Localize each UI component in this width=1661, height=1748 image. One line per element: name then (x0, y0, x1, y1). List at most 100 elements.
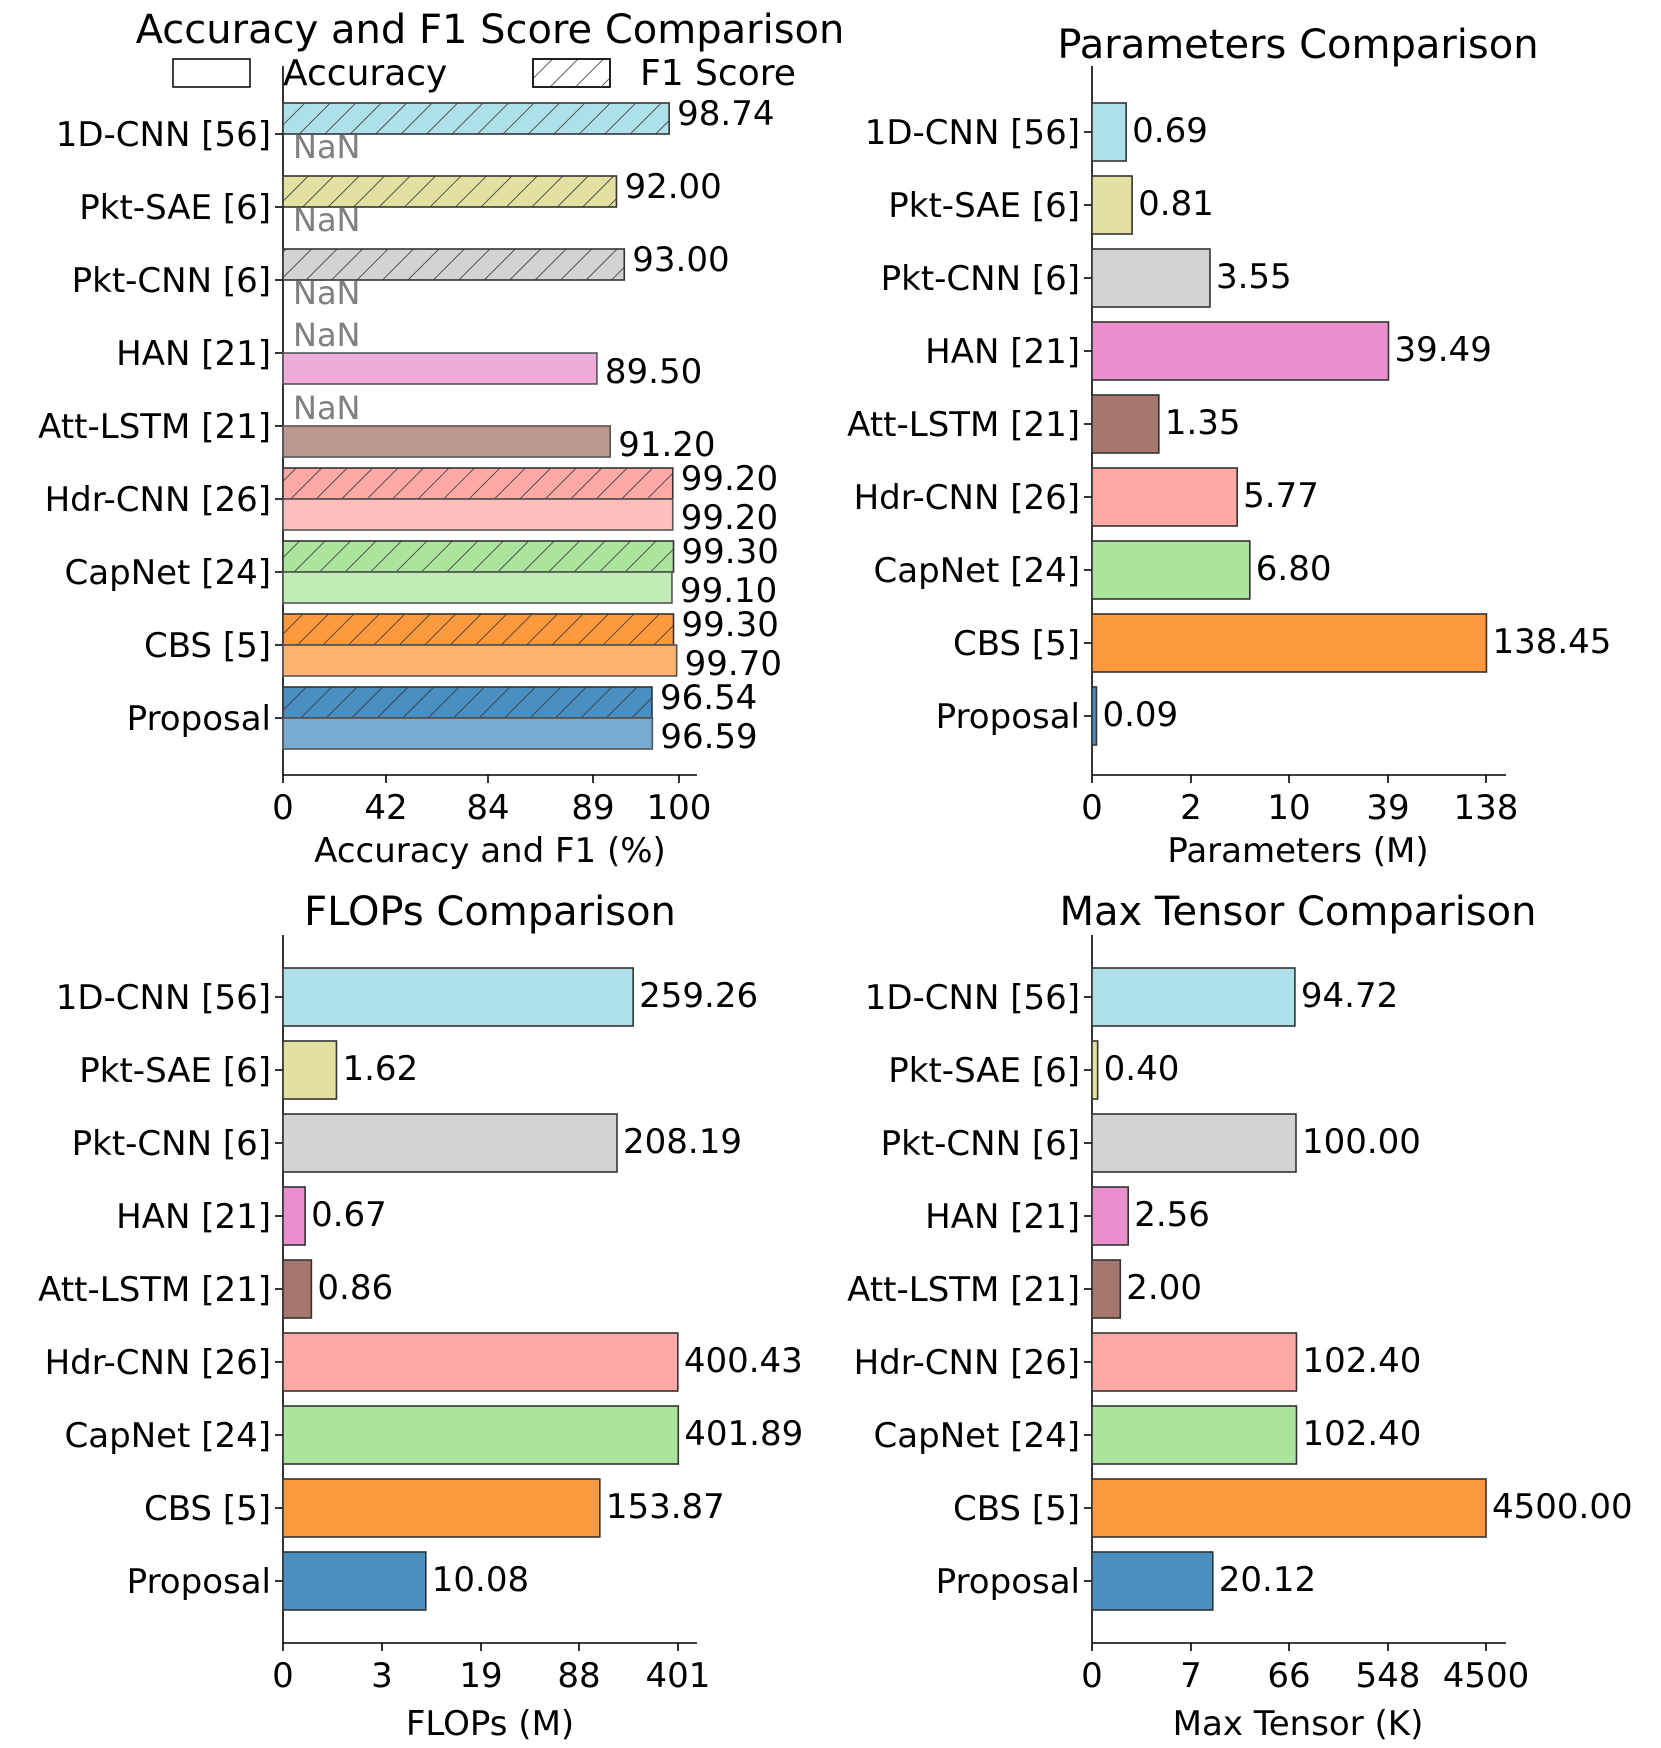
bar-value-label: 1.62 (342, 1049, 418, 1089)
bar-value-label: 400.43 (684, 1341, 803, 1381)
accuracy-bar (282, 352, 598, 385)
accuracy-bar (282, 425, 612, 458)
bar (282, 1113, 618, 1173)
plot-area: 0 42 84 89 100 1D-CNN [56] Pkt-SAE [6] Pkt-CNN … (38, 53, 796, 828)
f1-value-label: 99.30 (682, 605, 779, 645)
f1-bar-hatch (283, 103, 670, 134)
y-tick-label: Pkt-SAE [6] (79, 188, 271, 228)
f1-bar-hatch (283, 176, 617, 207)
bar (1091, 1186, 1130, 1246)
x-tick-label: 0 (1081, 788, 1103, 828)
x-tick-label: 84 (466, 788, 509, 828)
accuracy-value-label: 89.50 (605, 352, 702, 392)
x-tick-label: 89 (571, 788, 614, 828)
x-tick-label: 0 (1081, 1656, 1103, 1696)
accuracy-value-label: 96.59 (660, 717, 757, 757)
bar-value-label: 0.81 (1138, 184, 1214, 224)
bar (282, 1186, 306, 1246)
f1-value-label: 99.30 (682, 532, 779, 572)
bar (1091, 613, 1488, 673)
bar (1091, 1405, 1298, 1465)
bar-value-label: 5.77 (1243, 476, 1319, 516)
x-tick-label: 138 (1454, 788, 1519, 828)
y-tick-label: CapNet [24] (874, 551, 1080, 591)
bar-value-label: 102.40 (1302, 1414, 1421, 1454)
bar (282, 1551, 427, 1611)
y-tick-label: HAN [21] (116, 1197, 271, 1237)
bar (1091, 394, 1160, 454)
bar-value-label: 0.69 (1132, 111, 1208, 151)
chart-title: Parameters Comparison (1057, 22, 1538, 68)
y-tick-label: 1D-CNN [56] (865, 978, 1080, 1018)
chart-title: FLOPs Comparison (304, 889, 676, 935)
x-axis-label: Parameters (M) (1167, 831, 1428, 871)
x-tick-label: 10 (1267, 788, 1310, 828)
legend: Accuracy F1 Score (172, 53, 796, 94)
y-tick-label: Pkt-SAE [6] (888, 186, 1080, 226)
chart-title: Max Tensor Comparison (1060, 889, 1537, 935)
legend-label-accuracy: Accuracy (283, 53, 447, 94)
bar (1091, 248, 1211, 308)
f1-value-label: 99.20 (681, 459, 778, 499)
y-tick-label: CBS [5] (144, 1489, 271, 1529)
y-tick-label: 1D-CNN [56] (56, 978, 271, 1018)
f1-bar-hatch (283, 687, 652, 718)
plot-area: 0 7 66 548 4500 1D-CNN [56] Pkt-SAE [6] Pkt-CNN… (847, 935, 1633, 1696)
bar-value-label: 0.86 (317, 1268, 393, 1308)
y-tick-label: CBS [5] (953, 1489, 1080, 1529)
bar-value-label: 0.40 (1104, 1049, 1180, 1089)
y-tick-label: Att-LSTM [21] (847, 1270, 1080, 1310)
y-tick-label: CBS [5] (953, 624, 1080, 664)
bar (1091, 321, 1390, 381)
chart-parameters: Parameters Comparison 0 2 10 39 138 1D-CNN [5… (847, 22, 1611, 871)
bar (1091, 1259, 1122, 1319)
f1-nan-label: NaN (293, 316, 360, 354)
y-tick-label: Att-LSTM [21] (38, 407, 271, 447)
f1-value-label: 92.00 (624, 167, 721, 207)
x-tick-label: 2 (1180, 788, 1202, 828)
bar-value-label: 208.19 (623, 1122, 742, 1162)
bar-value-label: 138.45 (1492, 622, 1611, 662)
bar-value-label: 153.87 (606, 1487, 725, 1527)
bar (1091, 1040, 1099, 1100)
bar-value-label: 2.56 (1134, 1195, 1210, 1235)
bar-value-label: 401.89 (684, 1414, 803, 1454)
x-tick-label: 401 (646, 1656, 711, 1696)
accuracy-nan-label: NaN (293, 201, 360, 239)
y-tick-label: Hdr-CNN [26] (45, 480, 271, 520)
bar (1091, 1551, 1214, 1611)
x-tick-label: 88 (557, 1656, 600, 1696)
chart-flops: FLOPs Comparison 0 3 19 88 401 1D-CNN [56] Pkt… (38, 889, 803, 1744)
plot-area: 0 3 19 88 401 1D-CNN [56] Pkt-SAE [6] Pkt-CNN [… (38, 935, 803, 1696)
bar (282, 1478, 601, 1538)
x-tick-label: 42 (364, 788, 407, 828)
bar-value-label: 102.40 (1302, 1341, 1421, 1381)
bar-value-label: 3.55 (1216, 257, 1292, 297)
legend-swatch-accuracy (172, 58, 251, 88)
f1-value-label: 93.00 (632, 240, 729, 280)
y-tick-label: HAN [21] (925, 1197, 1080, 1237)
f1-bar-hatch (283, 541, 674, 572)
bar (282, 1405, 680, 1465)
y-tick-label: HAN [21] (925, 332, 1080, 372)
x-tick-label: 0 (272, 788, 294, 828)
y-tick-label: Att-LSTM [21] (38, 1270, 271, 1310)
chart-accuracy-f1: Accuracy and F1 Score Comparison 0 42 84 89… (38, 7, 844, 871)
x-tick-label: 100 (647, 788, 712, 828)
bar-value-label: 0.67 (311, 1195, 387, 1235)
legend-swatch-f1 (532, 58, 611, 88)
bar (1091, 1478, 1487, 1538)
bar-value-label: 4500.00 (1492, 1487, 1633, 1527)
legend-label-f1: F1 Score (640, 53, 796, 94)
accuracy-value-label: 91.20 (618, 425, 715, 465)
bar-value-label: 2.00 (1126, 1268, 1202, 1308)
x-tick-label: 66 (1267, 1656, 1310, 1696)
bar-value-label: 1.35 (1165, 403, 1241, 443)
y-tick-label: Pkt-CNN [6] (72, 1124, 271, 1164)
y-tick-label: CBS [5] (144, 626, 271, 666)
y-tick-label: CapNet [24] (65, 1416, 271, 1456)
y-tick-label: Pkt-CNN [6] (881, 259, 1080, 299)
accuracy-value-label: 99.70 (685, 644, 782, 684)
chart-max-tensor: Max Tensor Comparison 0 7 66 548 4500 1D-CNN … (847, 889, 1632, 1744)
